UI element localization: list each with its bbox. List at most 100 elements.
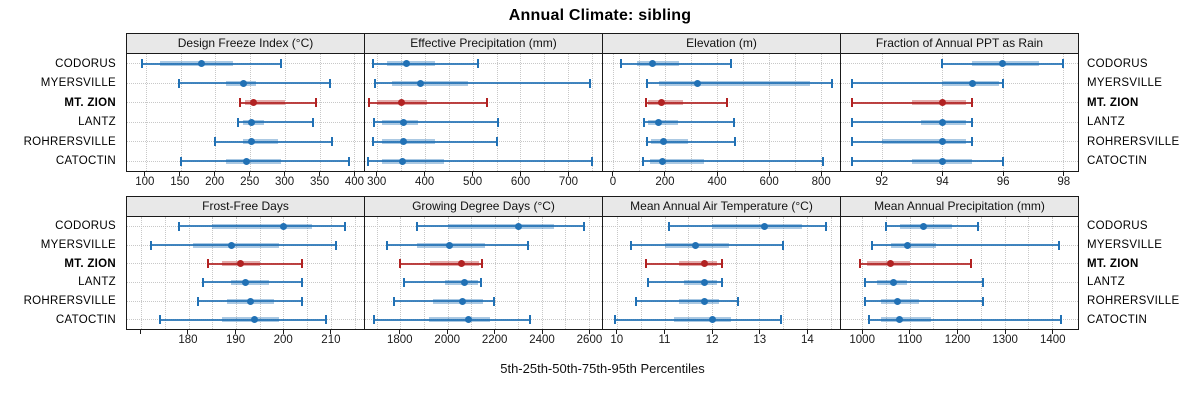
axis-tick [282,330,284,334]
whisker-cap [971,98,974,108]
whisker-cap [982,296,985,306]
site-label-left-codorus: CODORUS [55,220,116,233]
whisker-cap [371,137,374,147]
whisker-cap [497,117,500,127]
axis-effective-precipitation-mm: 300 400 500 600 700 [364,172,602,192]
median-dot-lantz [938,118,946,126]
whisker-cap [334,240,337,250]
panels-row-1: Frost-Free Days Growing Degree Days (°C) M… [126,196,1079,330]
gridline-v [307,217,309,329]
whisker-cap [178,78,181,88]
median-dot-lantz [247,118,255,126]
gridline-v [472,54,474,171]
axis-tick [664,172,666,176]
axis-tick [284,172,286,176]
median-dot-myersville [903,241,911,249]
site-labels-right: CODORUS MYERSVILLE MT. ZION LANTZ ROHRERSVIL… [1087,54,1199,171]
gridline-v [520,54,522,171]
gridline-v [259,217,261,329]
whisker-line-lantz [374,121,499,124]
gridline-v [591,54,593,171]
site-label-right-mt-zion: MT. ZION [1087,257,1139,270]
median-dot-rohrersville [894,297,902,305]
whisker-cap [371,59,374,69]
gridline-v [783,217,785,329]
axis-tick [235,330,237,334]
x-axis-caption: 5th-25th-50th-75th-95th Percentiles [500,361,705,376]
median-dot-codorus [514,222,522,230]
whisker-cap [941,59,944,69]
whisker-cap [782,240,785,250]
site-label-right-codorus: CODORUS [1087,220,1148,233]
gridline-v [933,217,935,329]
whisker-cap [214,137,217,147]
panel-plot-fraction-of-annual-ppt-as-rain [841,54,1078,171]
whisker-line-mt-zion [645,101,728,104]
median-dot-rohrersville [660,138,668,146]
panel-header-design-freeze-index-c: Design Freeze Index (°C) [127,34,364,54]
percentile-band-mt-zion [429,261,480,267]
whisker-line-rohrersville [636,300,739,302]
gridline-v [712,217,714,329]
panel-plot-frost-free-days [127,217,364,329]
axis-tick-label: 11 [658,334,671,346]
whisker-cap [393,296,396,306]
whisker-line-lantz [237,121,313,124]
median-dot-mt-zion [397,99,405,107]
gridline-v [806,217,808,329]
panel-growing-degree-days-c: Growing Degree Days (°C) [364,197,602,329]
gridline-v [664,217,666,329]
median-dot-myersville [227,241,235,249]
gridline-v [401,54,403,171]
whisker-line-catoctin [869,318,1062,321]
whisker-cap [149,240,152,250]
gridline-h [365,63,602,65]
median-dot-catoctin [659,157,667,165]
gridline-v [518,217,520,329]
gridline-v [447,217,449,329]
median-dot-myersville [968,79,976,87]
median-dot-myersville [694,79,702,87]
whisker-cap [201,277,204,287]
whisker-line-myersville [851,82,1003,85]
axis-mean-annual-air-temperature-c: 10 11 12 13 14 [603,330,841,350]
axis-design-freeze-index-c: 100 150 200 250 300 350 400 [126,172,364,192]
percentile-band-mt-zion [678,261,717,267]
axis-tick [861,330,863,334]
gridline-h [365,263,602,265]
whisker-line-codorus [372,62,478,65]
axis-tick [249,172,251,176]
whisker-cap [863,277,866,287]
percentile-band-catoctin [674,317,731,323]
site-label-right-lantz: LANTZ [1087,276,1125,289]
axis-tick-label: 210 [321,334,341,346]
whisker-cap [348,156,351,166]
axis-tick [187,330,189,334]
panel-mean-annual-air-temperature-c: Mean Annual Air Temperature (°C) [602,197,840,329]
gridline-v [283,217,285,329]
whisker-line-mt-zion [207,262,303,265]
site-label-right-lantz: LANTZ [1087,116,1125,129]
gridline-v [617,217,619,329]
axis-tick-label: 350 [309,176,330,188]
whisker-cap [141,59,144,69]
whisker-cap [415,221,418,231]
whisker-line-codorus [416,225,585,228]
axis-tick [1052,330,1054,334]
whisker-cap [971,137,974,147]
whisker-cap [402,277,405,287]
whisker-line-catoctin [643,160,824,163]
axis-tick-label: 100 [135,176,155,188]
axis-elevation-m: 0 200 400 600 800 [603,172,841,192]
axis-tick [399,330,401,334]
whisker-cap [486,98,489,108]
axis-tick [716,172,718,176]
whisker-cap [1060,315,1063,325]
whisker-cap [325,315,328,325]
panels-row-0: Design Freeze Index (°C) Effective Precip… [126,33,1079,172]
percentile-band-codorus [159,61,233,67]
axis-tick [424,172,426,176]
median-dot-catoctin [708,316,716,324]
whisker-cap [179,156,182,166]
gridline-v [319,54,321,171]
